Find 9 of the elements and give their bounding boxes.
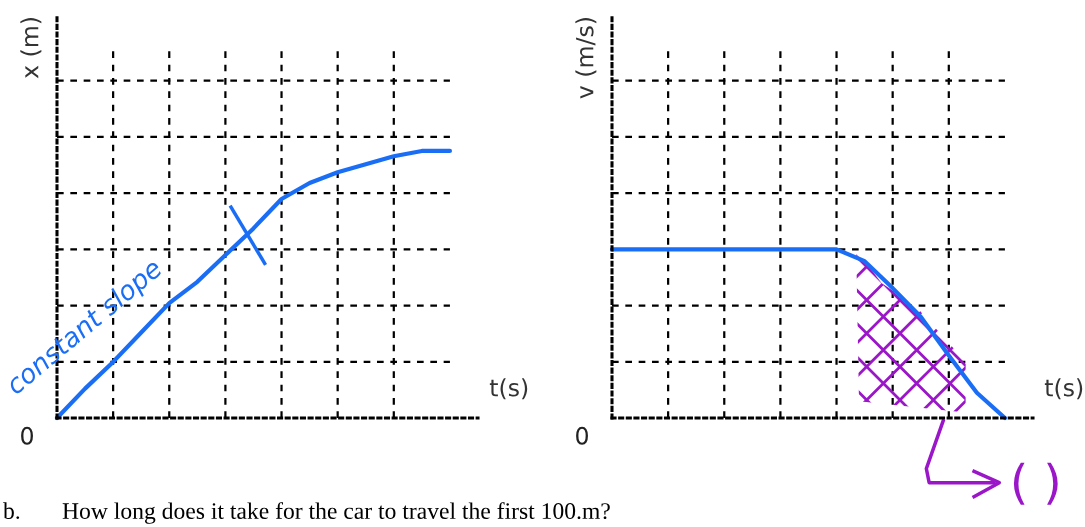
text: How long does it take for the car to travel the first 100.m?: [62, 502, 610, 524]
text: 0: [21, 426, 33, 445]
text: ( ): [1013, 462, 1058, 505]
y-axis-title: v (m/s): [575, 18, 597, 99]
text: 0: [576, 426, 588, 445]
x-axis-title: t(s): [489, 378, 528, 400]
text: b.: [3, 502, 20, 520]
y-axis-title: x (m): [20, 18, 42, 79]
x-axis-title: t(s): [1044, 378, 1083, 400]
